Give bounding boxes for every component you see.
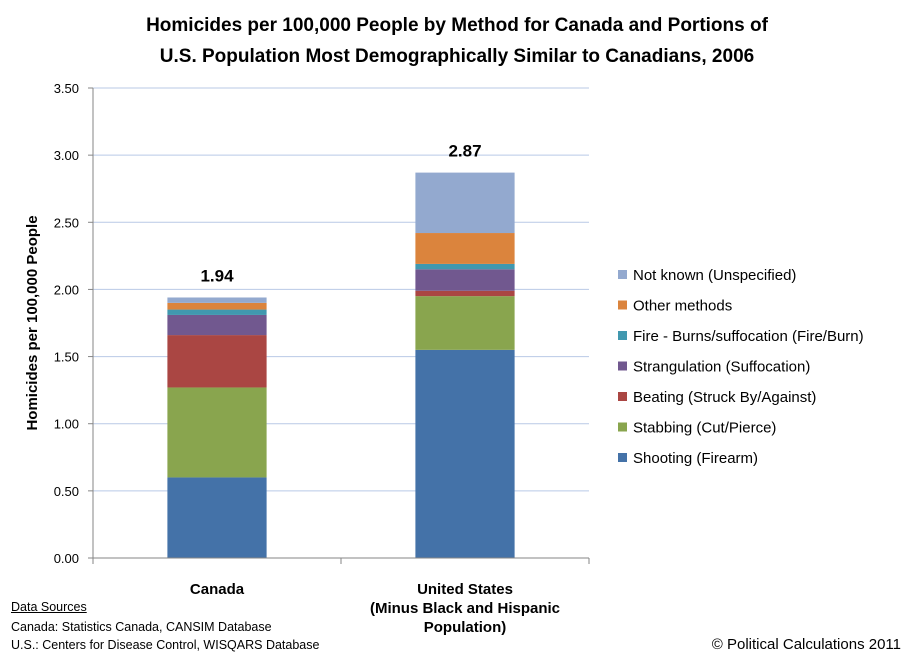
category-labels: Canada United States (Minus Black and Hisp… [190, 581, 560, 636]
legend-label: Fire - Burns/suffocation (Fire/Burn) [633, 328, 864, 345]
y-tick-label: 3.00 [54, 148, 79, 163]
legend-label: Stabbing (Cut/Pierce) [633, 420, 776, 437]
bar-segment-shooting-firearm [415, 349, 515, 558]
y-tick-label: 1.50 [54, 350, 79, 365]
bar-segment-stabbing-cut-pierce [167, 387, 267, 478]
legend-label: Not known (Unspecified) [633, 267, 796, 284]
category-label: (Minus Black and Hispanic [370, 600, 560, 617]
category-label: Canada [190, 581, 245, 598]
bar-segment-not-known-unspecified [167, 297, 267, 303]
bar-segment-not-known-unspecified [415, 172, 515, 234]
total-labels: 1.94 2.87 [200, 142, 481, 286]
chart-title-line-1: Homicides per 100,000 People by Method f… [146, 15, 769, 36]
legend-label: Strangulation (Suffocation) [633, 359, 810, 376]
y-tick-label: 1.00 [54, 417, 79, 432]
y-tick-label: 3.50 [54, 81, 79, 96]
legend-label: Shooting (Firearm) [633, 450, 758, 467]
bar-segment-shooting-firearm [167, 477, 267, 558]
copyright-notice: © Political Calculations 2011 [711, 636, 901, 653]
category-label: Population) [424, 619, 507, 636]
y-tick-label: 0.00 [54, 551, 79, 566]
bar-segment-strangulation-suffocation [167, 314, 267, 336]
bar-segment-other-methods [415, 233, 515, 264]
legend-swatch [618, 300, 627, 310]
category-label: United States [417, 581, 513, 598]
y-tick-label: 2.00 [54, 282, 79, 297]
data-source-us: U.S.: Centers for Disease Control, WISQA… [11, 638, 320, 652]
legend-swatch [618, 331, 627, 340]
legend-swatch [618, 361, 627, 371]
bar-segment-strangulation-suffocation [415, 269, 515, 291]
legend-swatch [618, 270, 627, 279]
bar-segment-other-methods [167, 302, 267, 310]
bar-segment-beating-struck-by-against [167, 335, 267, 388]
data-source-canada: Canada: Statistics Canada, CANSIM Databa… [11, 620, 272, 634]
bar-segment-fire-burns-suffocation-fire-burn [415, 263, 515, 270]
bars [167, 172, 515, 558]
bar-segment-beating-struck-by-against [415, 290, 515, 297]
bar-segment-stabbing-cut-pierce [415, 296, 515, 350]
y-tick-label: 2.50 [54, 215, 79, 230]
total-label: 1.94 [200, 266, 234, 285]
y-tick-labels: 0.00 0.50 1.00 1.50 2.00 2.50 3.00 3.50 [54, 81, 79, 566]
data-sources-heading: Data Sources [11, 600, 87, 614]
y-tick-label: 0.50 [54, 484, 79, 499]
bar-segment-fire-burns-suffocation-fire-burn [167, 309, 267, 315]
y-axis-label: Homicides per 100,000 People [24, 215, 41, 430]
legend-swatch [618, 422, 627, 432]
axes [88, 87, 590, 564]
total-label: 2.87 [448, 142, 481, 161]
legend-swatch [618, 392, 627, 401]
legend: Not known (Unspecified) Other methods Fire… [618, 267, 864, 467]
chart-title-line-2: U.S. Population Most Demographically Sim… [160, 46, 754, 67]
legend-label: Beating (Struck By/Against) [633, 389, 816, 406]
legend-label: Other methods [633, 298, 732, 315]
legend-swatch [618, 453, 627, 462]
